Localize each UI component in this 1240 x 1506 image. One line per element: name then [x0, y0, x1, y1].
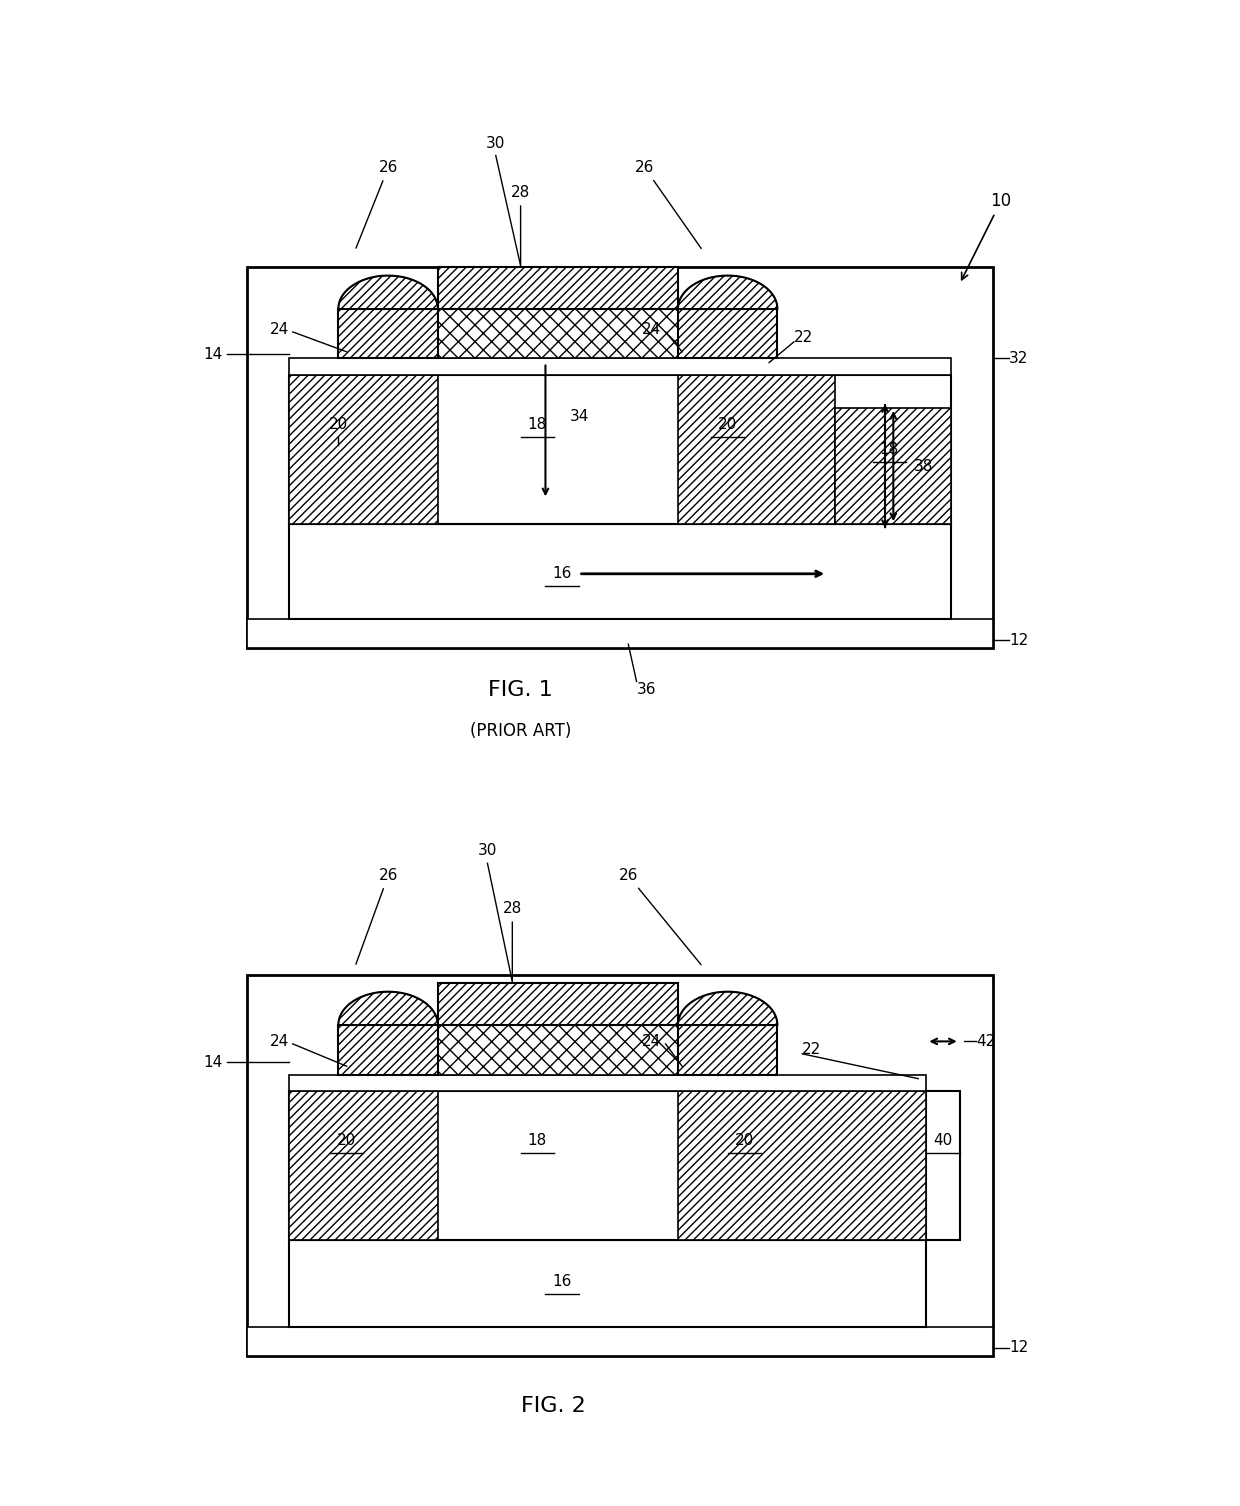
Text: 14: 14 — [203, 1054, 222, 1069]
Bar — [678, 1054, 777, 1075]
Text: 26: 26 — [356, 869, 398, 964]
Text: 20: 20 — [337, 1134, 356, 1148]
Bar — [438, 1026, 678, 1075]
Bar — [289, 375, 438, 524]
Bar — [247, 1327, 993, 1357]
Text: FIG. 2: FIG. 2 — [521, 1396, 587, 1416]
Text: 28: 28 — [511, 185, 531, 265]
Bar — [438, 309, 678, 358]
Text: 18: 18 — [879, 443, 899, 456]
Text: 32: 32 — [1009, 351, 1029, 366]
Text: 28: 28 — [502, 902, 522, 980]
Bar — [289, 1090, 438, 1241]
Text: FIG. 1: FIG. 1 — [489, 679, 553, 700]
Text: 20: 20 — [718, 417, 738, 432]
Bar — [339, 1026, 438, 1075]
Text: 26: 26 — [356, 161, 398, 248]
Bar — [339, 309, 438, 358]
Text: 14: 14 — [203, 346, 222, 361]
Bar — [678, 1090, 926, 1241]
Text: 24: 24 — [642, 322, 661, 337]
Bar — [678, 375, 836, 524]
Text: (PRIOR ART): (PRIOR ART) — [470, 723, 572, 739]
Bar — [678, 309, 777, 358]
Text: 22: 22 — [794, 330, 813, 345]
Text: 12: 12 — [1009, 1340, 1028, 1355]
Text: 22: 22 — [802, 1042, 821, 1057]
Polygon shape — [678, 992, 777, 1026]
Text: 26: 26 — [619, 869, 701, 965]
Bar — [289, 1241, 926, 1327]
Text: 24: 24 — [642, 1035, 661, 1048]
Text: 26: 26 — [635, 161, 702, 248]
Bar — [836, 408, 951, 524]
Text: 18: 18 — [527, 1134, 547, 1148]
Text: 16: 16 — [552, 1274, 572, 1289]
Text: 24: 24 — [269, 322, 289, 337]
Text: 20: 20 — [329, 417, 348, 432]
Text: 34: 34 — [570, 410, 590, 423]
Polygon shape — [339, 992, 438, 1026]
Bar — [247, 619, 993, 648]
Text: 12: 12 — [1009, 633, 1028, 648]
Text: 36: 36 — [636, 682, 656, 697]
Bar — [438, 268, 678, 309]
Text: 42: 42 — [976, 1035, 996, 1048]
Bar — [289, 1075, 926, 1090]
Text: 24: 24 — [269, 1035, 289, 1048]
Polygon shape — [678, 276, 777, 309]
Bar — [926, 1090, 960, 1241]
Bar — [678, 1026, 777, 1075]
Text: 40: 40 — [934, 1134, 952, 1148]
Bar — [289, 358, 951, 375]
Bar — [438, 983, 678, 1026]
Text: 18: 18 — [527, 417, 547, 432]
Text: 30: 30 — [486, 136, 506, 151]
Bar — [339, 337, 438, 358]
Bar — [289, 524, 951, 619]
Text: 10: 10 — [962, 193, 1012, 280]
Text: 20: 20 — [734, 1134, 754, 1148]
Bar — [678, 337, 777, 358]
Text: 30: 30 — [477, 843, 497, 858]
Bar — [289, 375, 951, 524]
Bar — [247, 268, 993, 648]
Bar — [247, 976, 993, 1357]
Bar — [339, 1054, 438, 1075]
Text: 38: 38 — [914, 459, 934, 473]
Bar — [289, 1090, 926, 1241]
Polygon shape — [339, 276, 438, 309]
Text: 16: 16 — [552, 566, 572, 581]
